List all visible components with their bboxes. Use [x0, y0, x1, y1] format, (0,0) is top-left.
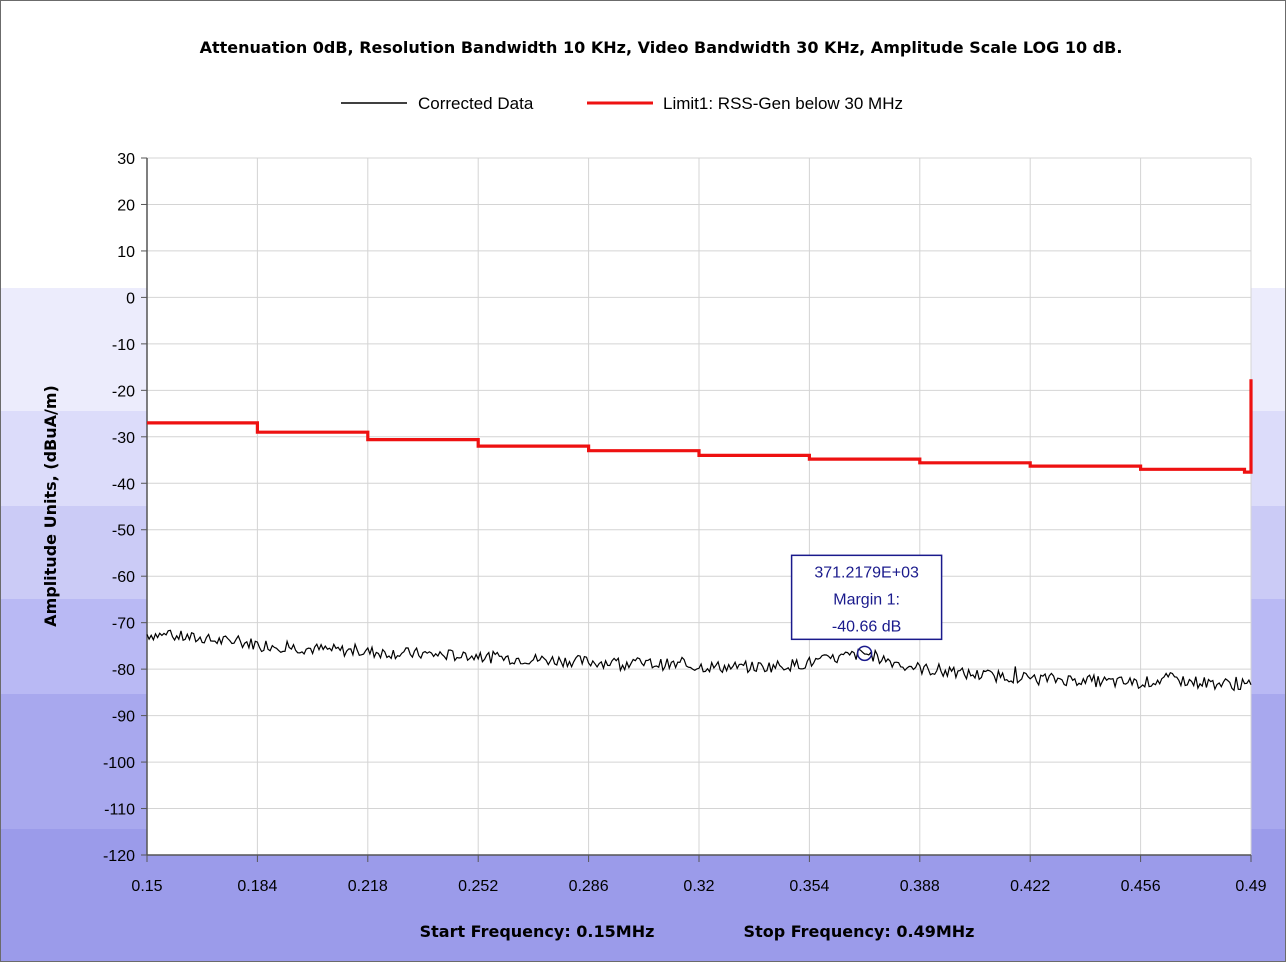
x-tick-label: 0.422 — [1010, 878, 1050, 895]
y-tick-label: -70 — [112, 616, 135, 633]
annotation-frequency: 371.2179E+03 — [814, 564, 919, 581]
x-tick-label: 0.32 — [683, 878, 714, 895]
y-tick-label: -30 — [112, 430, 135, 447]
x-tick-label: 0.252 — [458, 878, 498, 895]
y-tick-label: -10 — [112, 337, 135, 354]
y-tick-label: -20 — [112, 383, 135, 400]
y-tick-label: -40 — [112, 476, 135, 493]
x-tick-label: 0.286 — [569, 878, 609, 895]
legend: Corrected Data Limit1: RSS-Gen below 30 … — [341, 94, 903, 113]
y-axis-label: Amplitude Units, (dBuA/m) — [41, 385, 60, 627]
x-tick-label: 0.456 — [1121, 878, 1161, 895]
annotation-box — [790, 554, 943, 641]
axes — [141, 157, 1252, 862]
y-tick-label: -120 — [103, 848, 135, 865]
series-limit1 — [147, 379, 1253, 474]
y-tick-label: -110 — [104, 802, 135, 819]
x-tick-label: 0.184 — [237, 878, 277, 895]
start-frequency-label: Start Frequency: 0.15MHz — [420, 922, 655, 941]
y-tick-label: 30 — [117, 151, 135, 168]
x-tick-labels: 0.15 0.184 0.218 0.252 0.286 0.32 0.354 0.388 0.… — [131, 878, 1266, 895]
legend-label-limit1: Limit1: RSS-Gen below 30 MHz — [663, 94, 903, 113]
x-tick-label: 0.388 — [900, 878, 940, 895]
y-tick-label: 10 — [117, 244, 135, 261]
margin-annotation: 371.2179E+03 Margin 1: -40.66 dB — [790, 554, 943, 662]
series-lines — [146, 379, 1253, 692]
y-tick-label: 20 — [117, 197, 135, 214]
x-tick-label: 0.218 — [348, 878, 388, 895]
y-tick-label: -90 — [112, 709, 135, 726]
annotation-margin-label: Margin 1: — [833, 591, 900, 608]
y-tick-label: -80 — [112, 662, 135, 679]
x-tick-label: 0.15 — [131, 878, 162, 895]
x-tick-label: 0.354 — [789, 878, 829, 895]
y-tick-label: 0 — [126, 290, 135, 307]
y-tick-label: -50 — [112, 523, 135, 540]
x-tick-label: 0.49 — [1235, 878, 1266, 895]
series-corrected-data — [146, 629, 1252, 692]
y-tick-labels: 30 20 10 0 -10 -20 -30 -40 -50 -60 -70 -80 -90 -100 -1… — [103, 151, 135, 865]
y-tick-label: -60 — [112, 569, 135, 586]
stop-frequency-label: Stop Frequency: 0.49MHz — [744, 922, 975, 941]
legend-label-corrected-data: Corrected Data — [418, 94, 534, 113]
chart-title: Attenuation 0dB, Resolution Bandwidth 10… — [200, 38, 1123, 57]
y-tick-label: -100 — [103, 755, 135, 772]
annotation-margin-value: -40.66 dB — [832, 618, 901, 635]
annotation-marker — [856, 645, 873, 662]
grid-lines — [146, 157, 1252, 856]
